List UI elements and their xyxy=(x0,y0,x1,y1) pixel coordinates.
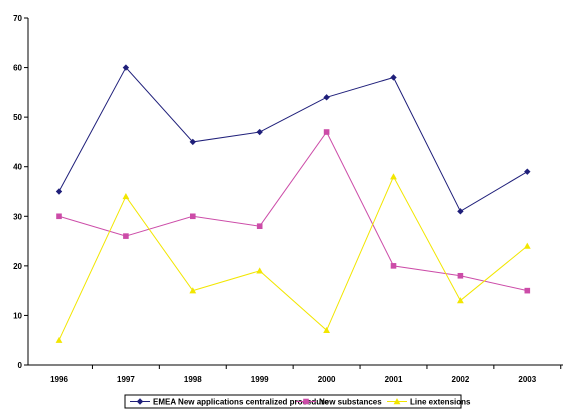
y-tick-label: 50 xyxy=(13,113,22,122)
data-point xyxy=(190,213,196,220)
data-point xyxy=(189,287,197,294)
y-tick-label: 30 xyxy=(13,212,22,221)
y-tick-label: 40 xyxy=(13,163,22,172)
x-axis-ticks: 1996 1997 1998 1999 2000 2001 2002 2003 xyxy=(50,365,562,384)
legend-label: Line extensions xyxy=(410,398,471,407)
legend-label: EMEA New applications centralized proced… xyxy=(153,398,329,407)
data-point xyxy=(390,74,397,81)
y-tick-label: 20 xyxy=(13,262,22,271)
data-point xyxy=(256,223,263,229)
data-point xyxy=(323,129,330,135)
data-point xyxy=(457,272,464,279)
series-line xyxy=(58,131,528,292)
data-point xyxy=(55,188,63,195)
x-tick-label: 1999 xyxy=(251,375,269,384)
x-tick-label: 2001 xyxy=(385,375,403,384)
legend-marker xyxy=(393,398,401,405)
y-axis-ticks: 0 10 20 30 40 50 60 70 xyxy=(13,14,28,370)
series-group xyxy=(55,64,531,343)
legend: EMEA New applications centralized proced… xyxy=(124,394,471,409)
data-point xyxy=(256,128,263,136)
legend-marker xyxy=(136,398,144,405)
data-point xyxy=(457,297,464,304)
data-point xyxy=(523,242,531,249)
series-2 xyxy=(55,173,531,343)
y-tick-label: 60 xyxy=(13,64,22,73)
series-line xyxy=(58,175,528,341)
data-point xyxy=(323,94,330,101)
x-tick-label: 1996 xyxy=(50,375,68,384)
x-tick-label: 2002 xyxy=(452,375,470,384)
data-point xyxy=(524,168,531,175)
y-tick-label: 0 xyxy=(18,361,23,370)
y-tick-label: 70 xyxy=(13,14,22,23)
legend-box xyxy=(124,394,462,409)
x-tick-label: 2003 xyxy=(518,375,536,384)
x-tick-label: 1997 xyxy=(117,375,135,384)
data-point xyxy=(55,336,63,343)
data-point xyxy=(457,208,464,215)
chart-axes xyxy=(27,18,563,366)
series-0 xyxy=(55,64,531,215)
data-point xyxy=(390,263,397,269)
data-point xyxy=(122,193,130,200)
data-point xyxy=(123,233,129,239)
y-tick-label: 10 xyxy=(13,311,22,320)
data-point xyxy=(189,138,196,146)
data-point xyxy=(56,213,62,220)
data-point xyxy=(390,173,397,180)
legend-label: New substances xyxy=(319,398,382,407)
series-line xyxy=(58,66,528,213)
data-point xyxy=(122,64,130,71)
legend-marker xyxy=(303,398,309,405)
data-point xyxy=(256,267,264,274)
data-point xyxy=(524,287,531,294)
data-point xyxy=(323,326,330,334)
x-tick-label: 2000 xyxy=(318,375,336,384)
x-tick-label: 1998 xyxy=(184,375,202,384)
series-1 xyxy=(56,129,531,294)
